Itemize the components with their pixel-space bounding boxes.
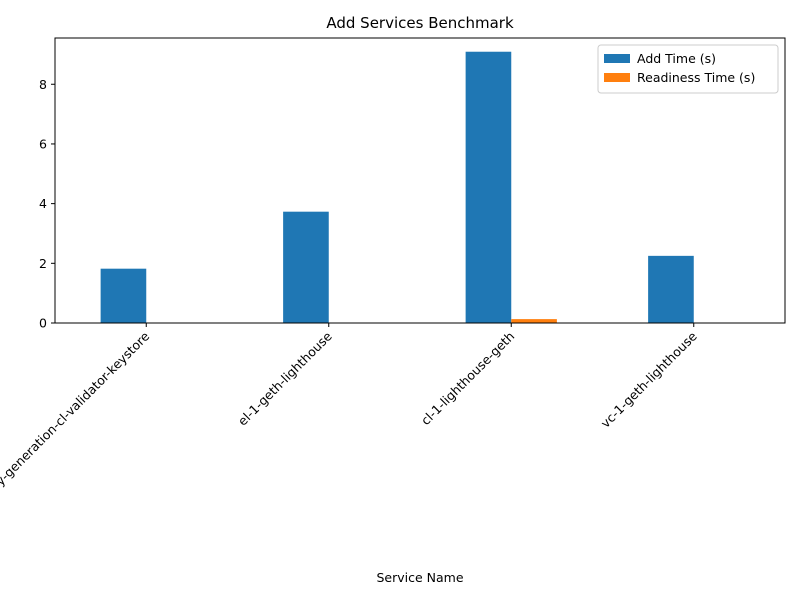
bar-add-time-1 xyxy=(283,211,329,323)
x-tick-label: validator-key-generation-cl-validator-ke… xyxy=(0,328,153,540)
bars-group xyxy=(100,51,694,323)
y-axis: 0 2 4 6 8 xyxy=(39,77,55,331)
y-tick-label: 8 xyxy=(39,77,47,92)
chart-title: Add Services Benchmark xyxy=(326,14,514,32)
legend-swatch xyxy=(604,73,630,82)
plot-frame xyxy=(54,37,786,324)
legend-box xyxy=(597,44,779,94)
legend-label: Readiness Time (s) xyxy=(637,70,755,85)
x-tick-label: cl-1-lighthouse-geth xyxy=(418,329,517,428)
bar-add-time-3 xyxy=(648,255,694,323)
legend-label: Add Time (s) xyxy=(637,51,716,66)
y-tick-label: 6 xyxy=(39,136,47,151)
legend: Add Time (s) Readiness Time (s) xyxy=(597,44,779,94)
bar-add-time-0 xyxy=(100,268,147,323)
x-axis: validator-key-generation-cl-validator-ke… xyxy=(0,323,700,540)
y-tick-label: 4 xyxy=(39,196,47,211)
x-tick-label: el-1-geth-lighthouse xyxy=(235,328,335,428)
bar-readiness-time-2 xyxy=(511,319,557,323)
x-axis-title: Service Name xyxy=(376,570,463,585)
y-tick-label: 2 xyxy=(39,256,47,271)
y-tick-label: 0 xyxy=(39,316,47,331)
x-tick-label: vc-1-geth-lighthouse xyxy=(598,328,700,430)
legend-swatch xyxy=(604,54,630,63)
bar-add-time-2 xyxy=(465,51,512,323)
